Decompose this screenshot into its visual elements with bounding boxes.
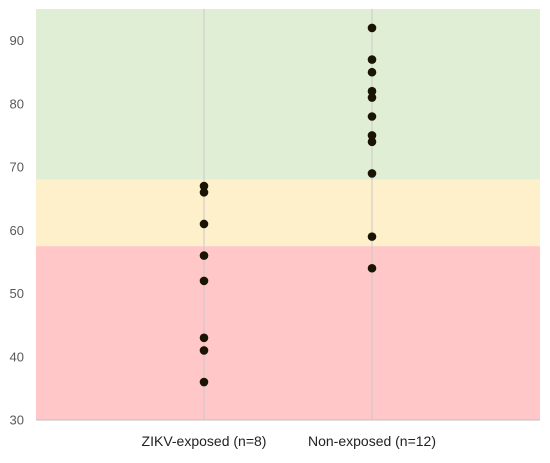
- data-point: [199, 251, 209, 260]
- y-tick-label: 40: [10, 349, 24, 364]
- data-point: [199, 333, 209, 343]
- band-2: [36, 9, 540, 180]
- y-tick-label: 60: [10, 223, 24, 238]
- data-point: [367, 137, 377, 147]
- y-tick-label: 30: [10, 413, 24, 428]
- y-tick-label: 70: [10, 160, 24, 175]
- band-0: [36, 246, 540, 420]
- bands-layer: [36, 9, 540, 420]
- y-tick-label: 50: [10, 286, 24, 301]
- band-1: [36, 179, 540, 247]
- data-point: [367, 112, 377, 121]
- x-tick-labels: ZIKV-exposed (n=8) Non-exposed (n=12): [142, 433, 436, 449]
- data-point: [367, 93, 377, 102]
- data-point: [199, 181, 209, 191]
- y-tick-label: 80: [10, 96, 24, 111]
- data-point: [199, 219, 209, 229]
- x-category-label: Non-exposed (n=12): [308, 433, 436, 449]
- data-point: [367, 131, 377, 140]
- data-point: [199, 276, 209, 286]
- data-point: [199, 346, 209, 355]
- y-tick-label: 90: [10, 33, 24, 48]
- x-category-label: ZIKV-exposed (n=8): [142, 433, 267, 449]
- data-point: [367, 263, 377, 273]
- data-point: [199, 377, 209, 387]
- data-point: [367, 232, 377, 241]
- data-point: [367, 169, 377, 178]
- data-point: [367, 67, 377, 77]
- data-point: [199, 188, 209, 197]
- points-layer: [199, 23, 377, 387]
- data-point: [367, 86, 377, 96]
- data-point: [367, 23, 377, 33]
- data-point: [367, 55, 377, 64]
- y-tick-labels: 30 40 50 60 70 80 90: [10, 33, 24, 427]
